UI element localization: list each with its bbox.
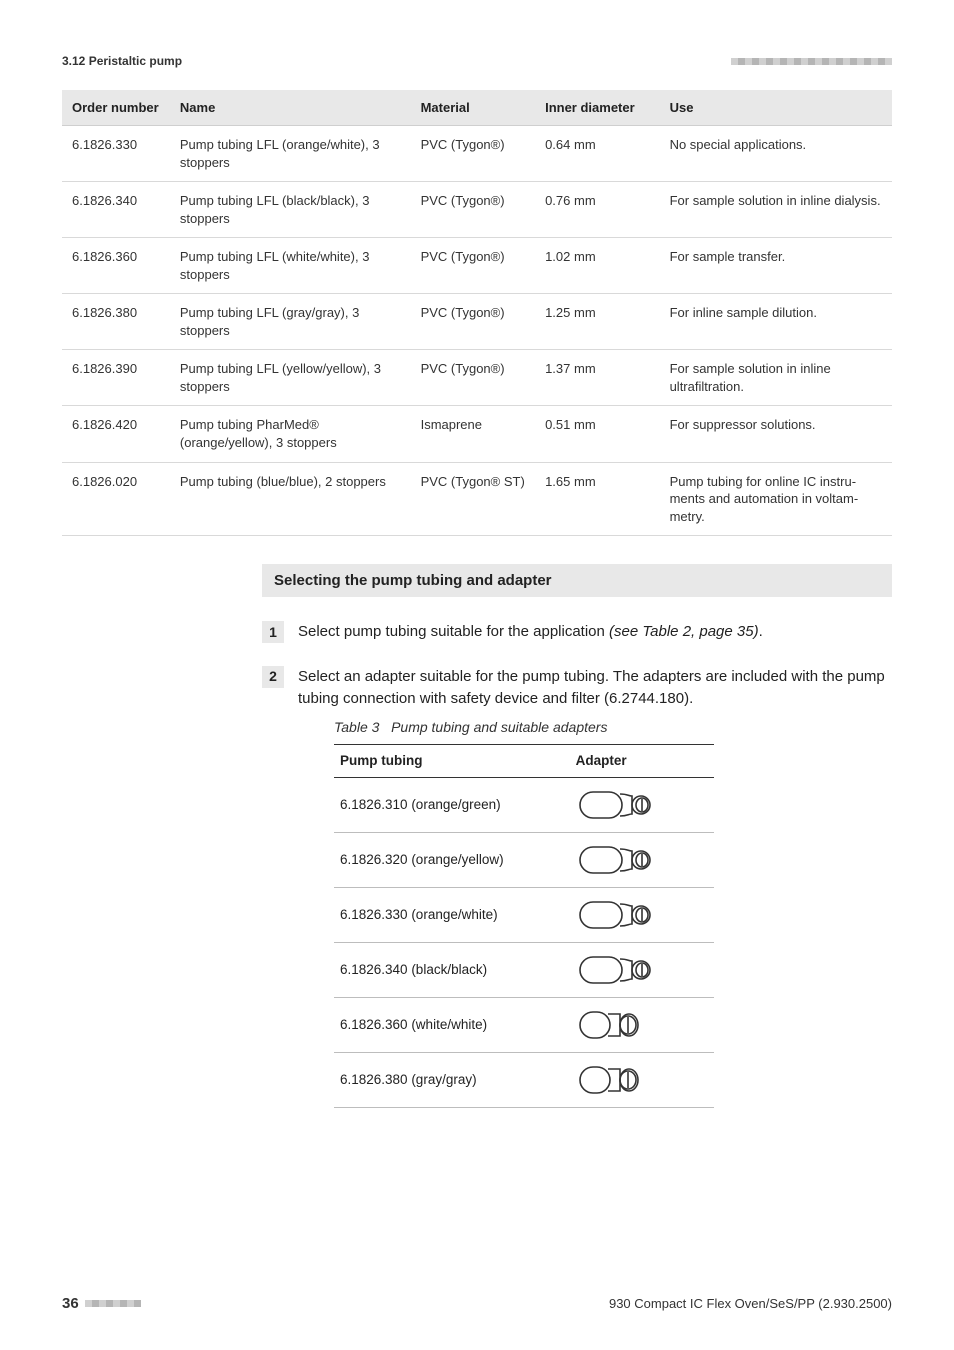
step-number: 2 [262,666,284,688]
cell-material: PVC (Tygon®) [411,350,536,406]
step: 1 Select pump tubing suitable for the app… [262,621,892,644]
page-number: 36 [62,1295,79,1312]
col-header-material: Material [411,90,536,126]
table-row: 6.1826.320 (orange/yellow) [334,832,714,887]
cell-order: 6.1826.380 [62,294,170,350]
cell-pump-tubing: 6.1826.380 (gray/gray) [334,1052,570,1107]
cell-use: For sample solution in inline ultrafiltr… [660,350,892,406]
adapter-icon [576,788,654,822]
cell-use: For inline sample dilution. [660,294,892,350]
page-header: 3.12 Peristaltic pump [62,54,892,68]
table-row: 6.1826.390Pump tubing LFL (yellow/yellow… [62,350,892,406]
table-row: 6.1826.340Pump tubing LFL (black/black),… [62,182,892,238]
adapter-icon [576,1063,654,1097]
table-row: 6.1826.360 (white/white) [334,997,714,1052]
cell-use: Pump tubing for online IC instru­ments a… [660,462,892,536]
col-header-adapter: Adapter [570,744,714,777]
cell-name: Pump tubing LFL (gray/gray), 3 stoppers [170,294,411,350]
cell-diameter: 0.76 mm [535,182,660,238]
step: 2 Select an adapter suitable for the pump… [262,666,892,1108]
cell-order: 6.1826.390 [62,350,170,406]
table-row: 6.1826.380 (gray/gray) [334,1052,714,1107]
cell-adapter [570,777,714,832]
cell-use: For sample transfer. [660,238,892,294]
table-row: 6.1826.330Pump tubing LFL (orange/white)… [62,126,892,182]
cell-material: PVC (Tygon® ST) [411,462,536,536]
cell-order: 6.1826.330 [62,126,170,182]
footer-decor [85,1300,141,1307]
cell-material: PVC (Tygon®) [411,126,536,182]
table-row: 6.1826.310 (orange/green) [334,777,714,832]
col-header-use: Use [660,90,892,126]
cell-material: PVC (Tygon®) [411,182,536,238]
cell-use: For sample solution in inline dial­ysis. [660,182,892,238]
cell-material: PVC (Tygon®) [411,238,536,294]
table-row: 6.1826.380Pump tubing LFL (gray/gray), 3… [62,294,892,350]
section-label: 3.12 Peristaltic pump [62,54,182,68]
cell-adapter [570,1052,714,1107]
cell-pump-tubing: 6.1826.320 (orange/yellow) [334,832,570,887]
cell-pump-tubing: 6.1826.310 (orange/green) [334,777,570,832]
adapter-table: Pump tubingAdapter6.1826.310 (orange/gre… [334,744,714,1108]
header-decor [731,58,892,65]
table-row: 6.1826.340 (black/black) [334,942,714,997]
doc-reference: 930 Compact IC Flex Oven/SeS/PP (2.930.2… [609,1296,892,1311]
cell-diameter: 0.64 mm [535,126,660,182]
cell-pump-tubing: 6.1826.340 (black/black) [334,942,570,997]
cell-diameter: 1.25 mm [535,294,660,350]
cell-adapter [570,942,714,997]
cell-material: PVC (Tygon®) [411,294,536,350]
adapter-icon [576,898,654,932]
cell-pump-tubing: 6.1826.330 (orange/white) [334,887,570,942]
cell-name: Pump tubing (blue/blue), 2 stoppers [170,462,411,536]
col-header-diameter: Inner diame­ter [535,90,660,126]
cell-name: Pump tubing LFL (yellow/yellow), 3 stopp… [170,350,411,406]
table3-caption: Table 3 Pump tubing and suitable adapter… [334,717,892,738]
cell-diameter: 1.65 mm [535,462,660,536]
adapter-icon [576,1008,654,1042]
table-row: 6.1826.420Pump tubing PharMed® (orange/y… [62,406,892,462]
col-header-name: Name [170,90,411,126]
steps-list: 1 Select pump tubing suitable for the app… [262,621,892,1108]
col-header-pump-tubing: Pump tubing [334,744,570,777]
cell-adapter [570,997,714,1052]
cell-name: Pump tubing LFL (black/black), 3 stopper… [170,182,411,238]
cell-material: Ismaprene [411,406,536,462]
cell-name: Pump tubing LFL (white/white), 3 stopper… [170,238,411,294]
cell-use: No special applications. [660,126,892,182]
cell-order: 6.1826.360 [62,238,170,294]
cell-name: Pump tubing PharMed® (orange/yellow), 3 … [170,406,411,462]
cell-order: 6.1826.420 [62,406,170,462]
cell-adapter [570,887,714,942]
page-footer: 36 930 Compact IC Flex Oven/SeS/PP (2.93… [62,1295,892,1312]
col-header-order: Order num­ber [62,90,170,126]
cell-pump-tubing: 6.1826.360 (white/white) [334,997,570,1052]
cell-diameter: 1.37 mm [535,350,660,406]
section-heading: Selecting the pump tubing and adapter [262,564,892,597]
cell-order: 6.1826.340 [62,182,170,238]
step-body: Select an adapter suitable for the pump … [298,666,892,1108]
table-row: 6.1826.360Pump tubing LFL (white/white),… [62,238,892,294]
table-row: 6.1826.330 (orange/white) [334,887,714,942]
step-body: Select pump tubing suitable for the appl… [298,621,892,644]
cell-name: Pump tubing LFL (orange/white), 3 stoppe… [170,126,411,182]
cell-adapter [570,832,714,887]
cell-order: 6.1826.020 [62,462,170,536]
step-number: 1 [262,621,284,643]
cell-diameter: 0.51 mm [535,406,660,462]
adapter-icon [576,953,654,987]
cell-use: For suppressor solutions. [660,406,892,462]
table-row: 6.1826.020Pump tubing (blue/blue), 2 sto… [62,462,892,536]
adapter-icon [576,843,654,877]
cell-diameter: 1.02 mm [535,238,660,294]
pump-tubing-table: Order num­ber Name Material Inner diame­… [62,90,892,536]
